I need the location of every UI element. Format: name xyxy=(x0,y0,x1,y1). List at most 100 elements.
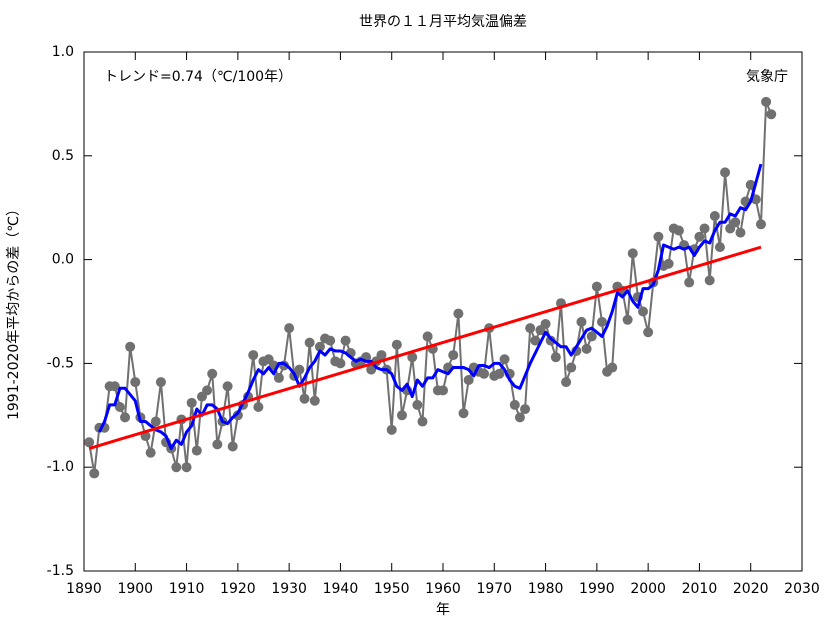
data-point xyxy=(125,341,136,352)
data-point xyxy=(550,352,561,363)
data-point xyxy=(566,362,577,373)
data-point xyxy=(627,248,638,259)
data-point xyxy=(730,217,741,228)
data-point xyxy=(212,439,223,450)
data-point xyxy=(561,377,572,388)
data-point xyxy=(499,354,510,365)
trend-annotation: トレンド=0.74（℃/100年） xyxy=(104,69,292,85)
data-point xyxy=(653,231,664,242)
data-point xyxy=(494,368,505,379)
data-point xyxy=(417,416,428,427)
y-tick-label: 0.5 xyxy=(52,148,74,164)
data-point xyxy=(222,381,233,392)
data-point xyxy=(438,385,448,396)
data-point xyxy=(407,352,418,363)
y-tick-label: -1.0 xyxy=(47,459,74,475)
data-point xyxy=(145,447,156,458)
data-point xyxy=(314,341,325,352)
data-point xyxy=(586,331,597,342)
data-point xyxy=(699,223,710,234)
data-point xyxy=(84,437,95,448)
x-tick-label: 1980 xyxy=(528,581,564,597)
x-axis-label: 年 xyxy=(436,602,450,618)
x-tick-label: 1960 xyxy=(425,581,461,597)
x-tick-label: 2010 xyxy=(682,581,718,597)
data-point xyxy=(294,364,305,375)
x-tick-label: 1930 xyxy=(271,581,307,597)
x-tick-label: 1950 xyxy=(374,581,410,597)
y-tick-label: -0.5 xyxy=(47,355,74,371)
x-tick-label: 2000 xyxy=(630,581,666,597)
data-point xyxy=(479,368,490,379)
data-point xyxy=(150,416,161,427)
data-point xyxy=(735,227,746,238)
data-point xyxy=(694,231,705,242)
data-point xyxy=(325,335,336,346)
data-point xyxy=(181,462,192,473)
data-point xyxy=(525,323,536,334)
data-point xyxy=(171,462,182,473)
data-point xyxy=(202,385,213,396)
data-point xyxy=(576,316,587,327)
data-point xyxy=(684,277,695,288)
x-tick-label: 1940 xyxy=(323,581,359,597)
series-line xyxy=(98,163,763,451)
data-point xyxy=(766,109,777,120)
data-point xyxy=(391,339,402,350)
data-point xyxy=(591,281,602,292)
x-tick-label: 1890 xyxy=(66,581,102,597)
x-tick-label: 2020 xyxy=(733,581,769,597)
data-point xyxy=(386,424,397,435)
x-tick-label: 1920 xyxy=(220,581,256,597)
data-point xyxy=(299,393,310,404)
chart-title: 世界の１１月平均気温偏差 xyxy=(359,14,527,30)
data-point xyxy=(581,343,592,354)
data-point xyxy=(530,335,541,346)
data-point xyxy=(376,350,387,361)
data-point xyxy=(709,211,720,222)
data-point xyxy=(422,331,433,342)
data-point xyxy=(396,410,407,421)
data-point xyxy=(643,327,654,338)
data-point xyxy=(622,314,633,325)
data-point xyxy=(273,372,284,383)
data-point xyxy=(191,445,202,456)
data-point xyxy=(458,408,469,419)
data-point xyxy=(520,404,531,415)
y-axis-label: 1991-2020年平均からの差（℃） xyxy=(6,202,22,420)
data-point xyxy=(284,323,295,334)
data-point xyxy=(514,412,525,423)
data-point xyxy=(755,219,766,230)
data-point xyxy=(720,167,731,178)
data-point xyxy=(412,399,423,410)
data-point xyxy=(366,364,377,375)
data-point xyxy=(761,96,772,107)
data-point xyxy=(248,350,259,361)
data-point xyxy=(304,337,315,348)
data-point xyxy=(89,468,100,479)
plot-frame xyxy=(83,51,803,572)
y-tick-label: 1.0 xyxy=(52,44,74,60)
data-point xyxy=(673,225,684,236)
source-annotation: 気象庁 xyxy=(746,69,788,85)
data-point xyxy=(453,308,464,319)
data-point xyxy=(130,377,141,388)
y-tick-label: 0.0 xyxy=(52,252,74,268)
data-point xyxy=(509,399,520,410)
data-point xyxy=(155,377,166,388)
data-point xyxy=(120,412,131,423)
data-point xyxy=(207,368,218,379)
data-point xyxy=(109,381,120,392)
y-tick-label: -1.5 xyxy=(47,563,74,579)
data-point xyxy=(607,362,618,373)
series-line xyxy=(88,245,762,450)
data-point xyxy=(253,401,264,412)
data-point xyxy=(335,358,346,369)
data-point xyxy=(596,316,607,327)
data-point xyxy=(714,242,725,253)
data-point xyxy=(227,441,238,452)
data-point xyxy=(545,335,556,346)
data-point xyxy=(186,397,197,408)
data-point xyxy=(448,350,459,361)
